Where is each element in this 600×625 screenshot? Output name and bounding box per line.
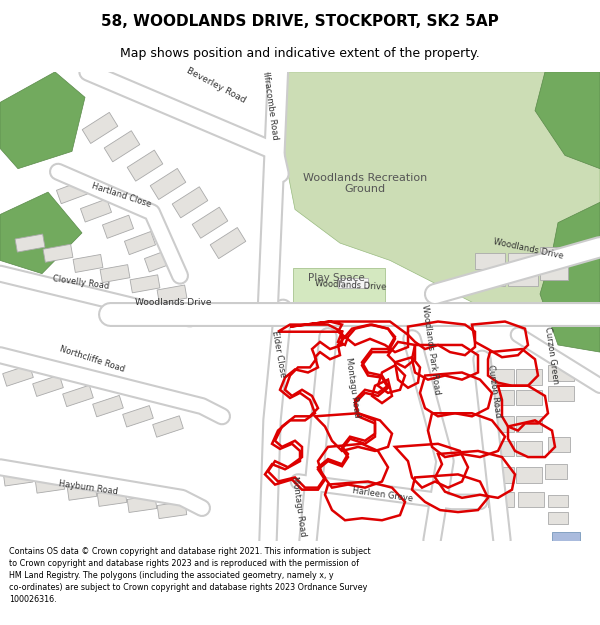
Polygon shape <box>0 192 82 274</box>
Polygon shape <box>152 416 184 437</box>
Polygon shape <box>62 385 94 407</box>
Polygon shape <box>488 390 514 405</box>
Polygon shape <box>540 202 600 352</box>
Polygon shape <box>145 249 176 272</box>
Polygon shape <box>82 112 118 144</box>
Polygon shape <box>2 365 34 386</box>
Polygon shape <box>103 215 134 238</box>
Polygon shape <box>516 369 542 385</box>
Polygon shape <box>192 207 228 238</box>
Polygon shape <box>282 72 600 321</box>
Polygon shape <box>548 366 574 381</box>
Polygon shape <box>488 441 514 456</box>
Polygon shape <box>157 501 187 519</box>
Polygon shape <box>15 234 45 252</box>
Polygon shape <box>540 266 568 280</box>
Polygon shape <box>122 406 154 427</box>
Polygon shape <box>56 181 88 204</box>
Polygon shape <box>92 396 124 417</box>
Polygon shape <box>210 228 246 259</box>
Polygon shape <box>104 131 140 162</box>
Text: Woodlands Drive: Woodlands Drive <box>315 279 386 292</box>
Text: Contains OS data © Crown copyright and database right 2021. This information is : Contains OS data © Crown copyright and d… <box>9 546 371 604</box>
Text: Elder Close: Elder Close <box>270 329 287 378</box>
Text: Hayburn Road: Hayburn Road <box>58 479 118 497</box>
Text: Woodlands Park Road: Woodlands Park Road <box>420 304 442 395</box>
Polygon shape <box>516 416 542 432</box>
Polygon shape <box>157 285 187 303</box>
Text: Beverley Road: Beverley Road <box>185 66 247 104</box>
Polygon shape <box>100 264 130 282</box>
Polygon shape <box>548 495 568 507</box>
Polygon shape <box>172 187 208 218</box>
Polygon shape <box>488 369 514 385</box>
Polygon shape <box>150 168 186 199</box>
Text: Clovelly Road: Clovelly Road <box>52 274 110 291</box>
Polygon shape <box>488 416 514 432</box>
Polygon shape <box>548 512 568 524</box>
Text: Northcliffe Road: Northcliffe Road <box>58 344 125 374</box>
Polygon shape <box>32 375 64 396</box>
Text: Harleen Grove: Harleen Grove <box>352 486 414 504</box>
Polygon shape <box>97 489 127 506</box>
Polygon shape <box>508 253 538 269</box>
Polygon shape <box>516 468 542 482</box>
Text: Woodlands Drive: Woodlands Drive <box>135 298 212 308</box>
Polygon shape <box>518 492 544 507</box>
Polygon shape <box>535 72 600 169</box>
Polygon shape <box>3 469 33 486</box>
Text: Map shows position and indicative extent of the property.: Map shows position and indicative extent… <box>120 48 480 61</box>
Polygon shape <box>80 199 112 222</box>
Polygon shape <box>43 244 73 262</box>
Text: Ilfracombe Road: Ilfracombe Road <box>261 71 280 140</box>
Polygon shape <box>475 253 505 269</box>
Text: Woodlands Drive: Woodlands Drive <box>493 237 565 261</box>
Polygon shape <box>127 496 157 512</box>
Text: Woodlands Recreation
Ground: Woodlands Recreation Ground <box>303 173 427 194</box>
Polygon shape <box>548 386 574 401</box>
Polygon shape <box>516 390 542 405</box>
Polygon shape <box>488 492 514 507</box>
Text: Curzon Road: Curzon Road <box>486 364 502 418</box>
Polygon shape <box>508 272 538 286</box>
Polygon shape <box>540 247 568 261</box>
Polygon shape <box>0 72 85 169</box>
Polygon shape <box>338 278 368 288</box>
Polygon shape <box>124 231 155 254</box>
Text: 58, WOODLANDS DRIVE, STOCKPORT, SK2 5AP: 58, WOODLANDS DRIVE, STOCKPORT, SK2 5AP <box>101 14 499 29</box>
Text: Montagu Road: Montagu Road <box>344 357 361 418</box>
Polygon shape <box>488 468 514 482</box>
Text: Play Space: Play Space <box>308 272 365 282</box>
Text: Hartland Close: Hartland Close <box>90 182 152 209</box>
Polygon shape <box>545 464 567 479</box>
Polygon shape <box>35 476 65 493</box>
Polygon shape <box>293 268 385 324</box>
Polygon shape <box>67 483 97 500</box>
Polygon shape <box>516 441 542 456</box>
Polygon shape <box>548 437 570 452</box>
Polygon shape <box>475 272 505 286</box>
Polygon shape <box>552 532 580 545</box>
Polygon shape <box>73 254 103 272</box>
Polygon shape <box>127 150 163 181</box>
Polygon shape <box>130 275 160 293</box>
Text: Montagu Road: Montagu Road <box>290 476 307 538</box>
Text: Curzon Green: Curzon Green <box>543 326 560 384</box>
